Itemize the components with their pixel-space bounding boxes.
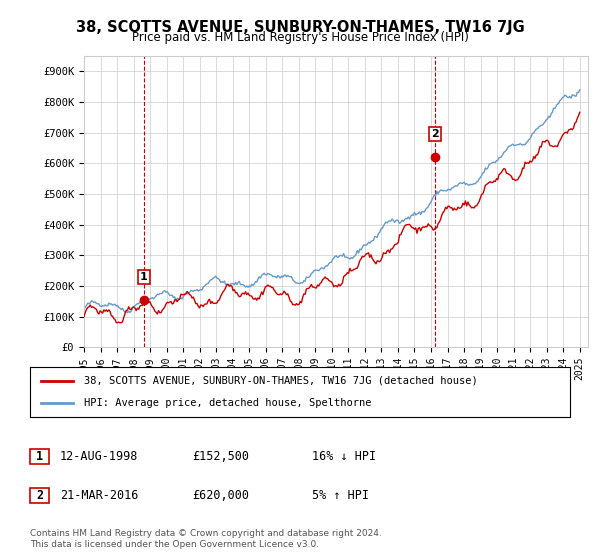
Text: 5% ↑ HPI: 5% ↑ HPI bbox=[312, 489, 369, 502]
Text: 2: 2 bbox=[36, 489, 43, 502]
Text: 1: 1 bbox=[36, 450, 43, 463]
Text: 38, SCOTTS AVENUE, SUNBURY-ON-THAMES, TW16 7JG (detached house): 38, SCOTTS AVENUE, SUNBURY-ON-THAMES, TW… bbox=[84, 376, 478, 386]
Text: Contains HM Land Registry data © Crown copyright and database right 2024.
This d: Contains HM Land Registry data © Crown c… bbox=[30, 529, 382, 549]
Text: Price paid vs. HM Land Registry's House Price Index (HPI): Price paid vs. HM Land Registry's House … bbox=[131, 31, 469, 44]
Text: £620,000: £620,000 bbox=[192, 489, 249, 502]
Text: 12-AUG-1998: 12-AUG-1998 bbox=[60, 450, 139, 463]
Text: 21-MAR-2016: 21-MAR-2016 bbox=[60, 489, 139, 502]
Text: HPI: Average price, detached house, Spelthorne: HPI: Average price, detached house, Spel… bbox=[84, 398, 371, 408]
Text: £152,500: £152,500 bbox=[192, 450, 249, 463]
Text: 38, SCOTTS AVENUE, SUNBURY-ON-THAMES, TW16 7JG: 38, SCOTTS AVENUE, SUNBURY-ON-THAMES, TW… bbox=[76, 20, 524, 35]
Text: 2: 2 bbox=[431, 129, 439, 139]
Text: 1: 1 bbox=[140, 272, 148, 282]
Text: 16% ↓ HPI: 16% ↓ HPI bbox=[312, 450, 376, 463]
